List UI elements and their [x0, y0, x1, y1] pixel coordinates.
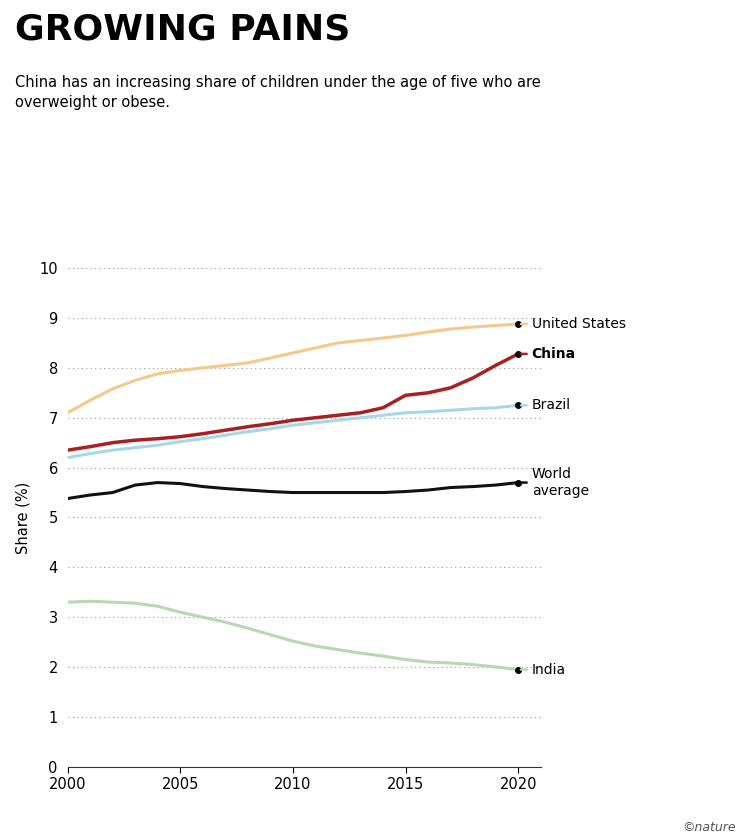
- Y-axis label: Share (%): Share (%): [16, 481, 31, 554]
- Text: GROWING PAINS: GROWING PAINS: [15, 13, 351, 47]
- Text: China: China: [532, 347, 576, 361]
- Text: India: India: [532, 663, 566, 676]
- Text: China has an increasing share of children under the age of five who are
overweig: China has an increasing share of childre…: [15, 75, 541, 111]
- Text: ©nature: ©nature: [683, 820, 736, 834]
- Text: Brazil: Brazil: [532, 398, 571, 412]
- Text: United States: United States: [532, 317, 626, 331]
- Text: World
average: World average: [532, 468, 589, 498]
